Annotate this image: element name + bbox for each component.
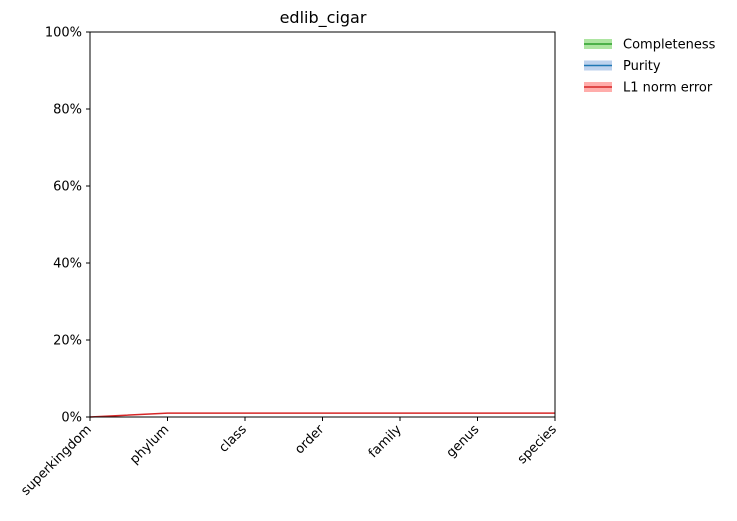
y-tick-label: 60% (53, 180, 82, 195)
legend-item-purity: Purity (584, 59, 661, 74)
legend-item-completeness: Completeness (584, 38, 716, 53)
legend: Completeness Purity L1 norm error (584, 38, 716, 96)
series-line-l1-norm-error (89, 412, 555, 418)
y-tick-label: 0% (61, 411, 82, 426)
y-tick-label: 100% (45, 26, 82, 41)
y-tick-label: 40% (53, 257, 82, 272)
y-tick-label: 80% (53, 103, 82, 118)
series-layer (89, 412, 555, 418)
legend-item-l1-norm-error: L1 norm error (584, 81, 713, 96)
legend-label: Completeness (623, 38, 716, 53)
chart-title: edlib_cigar (280, 8, 367, 28)
legend-label: Purity (623, 59, 661, 74)
y-axis: 0% 20% 40% 60% 80% 100% (45, 26, 90, 426)
y-tick-label: 20% (53, 334, 82, 349)
legend-label: L1 norm error (623, 81, 713, 96)
